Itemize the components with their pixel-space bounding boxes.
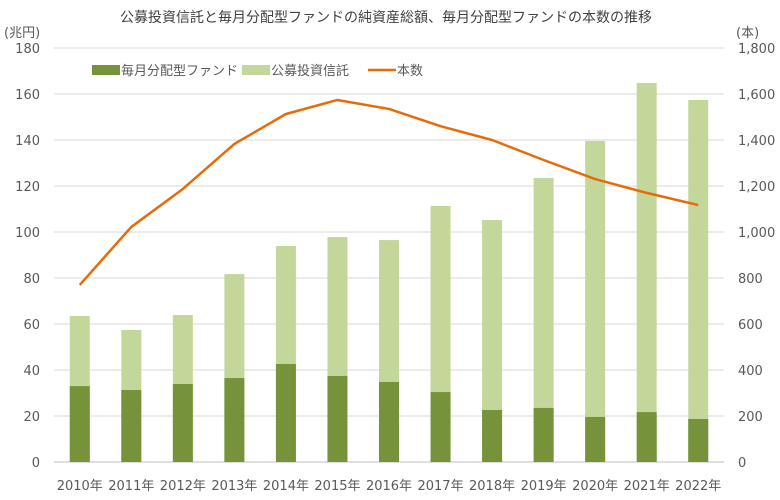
left-tick-label: 180	[15, 42, 40, 57]
bar-monthly	[69, 386, 90, 462]
x-tick-label: 2011年	[108, 479, 154, 494]
bars	[69, 82, 709, 463]
bar-monthly	[585, 416, 606, 462]
x-tick-label: 2019年	[521, 479, 567, 494]
chart-title: 公募投資信託と毎月分配型ファンドの純資産総額、毎月分配型ファンドの本数の推移	[120, 10, 652, 26]
right-tick-label: 1,800	[738, 42, 775, 57]
right-tick-label: 0	[738, 456, 746, 471]
x-tick-label: 2017年	[417, 479, 463, 494]
bar-public	[636, 82, 657, 463]
x-tick-label: 2013年	[211, 479, 257, 494]
left-axis-label: (兆円)	[4, 26, 40, 41]
right-tick-label: 1,400	[738, 134, 775, 149]
legend-label-public: 公募投資信託	[271, 63, 349, 79]
x-tick-label: 2021年	[624, 479, 670, 494]
x-tick-label: 2020年	[572, 479, 618, 494]
right-tick-label: 400	[738, 364, 763, 379]
bar-public	[585, 140, 606, 463]
bar-monthly	[224, 378, 245, 462]
bar-monthly	[172, 384, 193, 462]
left-tick-label: 120	[15, 180, 40, 195]
right-tick-label: 800	[738, 272, 763, 287]
left-tick-label: 100	[15, 226, 40, 241]
x-tick-label: 2012年	[160, 479, 206, 494]
right-tick-label: 1,000	[738, 226, 775, 241]
x-tick-label: 2014年	[263, 479, 309, 494]
left-tick-label: 160	[15, 88, 40, 103]
bar-monthly	[430, 392, 451, 462]
legend-swatch-monthly	[92, 65, 120, 75]
legend-label-count: 本数	[397, 64, 423, 79]
bar-monthly	[379, 381, 399, 462]
left-tick-label: 0	[32, 456, 40, 471]
bar-public	[533, 177, 554, 462]
x-tick-label: 2015年	[314, 479, 360, 494]
right-axis-label: (本)	[736, 26, 759, 41]
x-tick-label: 2018年	[469, 479, 515, 494]
bar-public	[482, 220, 503, 462]
bar-monthly	[533, 407, 554, 462]
right-tick-label: 1,600	[738, 88, 775, 103]
bar-monthly	[121, 390, 142, 462]
legend-label-monthly: 毎月分配型ファンド	[121, 63, 238, 79]
bar-monthly	[327, 375, 348, 462]
bar-monthly	[688, 418, 709, 462]
bar-monthly	[275, 364, 296, 462]
right-tick-label: 200	[738, 410, 763, 425]
right-tick-label: 600	[738, 318, 763, 333]
left-tick-label: 40	[23, 364, 40, 379]
bar-monthly	[636, 412, 657, 462]
x-tick-label: 2022年	[675, 479, 721, 494]
bar-public	[688, 99, 709, 462]
left-tick-label: 140	[15, 134, 40, 149]
legend: 毎月分配型ファンド 公募投資信託 本数	[92, 63, 423, 79]
x-tick-label: 2010年	[57, 479, 103, 494]
left-tick-label: 80	[23, 272, 40, 287]
x-tick-label: 2016年	[366, 479, 412, 494]
bar-monthly	[482, 410, 503, 462]
legend-swatch-public	[242, 65, 270, 75]
right-tick-label: 1,200	[738, 180, 775, 195]
line-series	[78, 98, 699, 286]
left-tick-label: 20	[23, 410, 40, 425]
left-tick-label: 60	[23, 318, 40, 333]
tick-labels: 0 0 20 200 40 400 60 600 80 800 100 1,000 120 1,200 14…	[15, 42, 775, 494]
